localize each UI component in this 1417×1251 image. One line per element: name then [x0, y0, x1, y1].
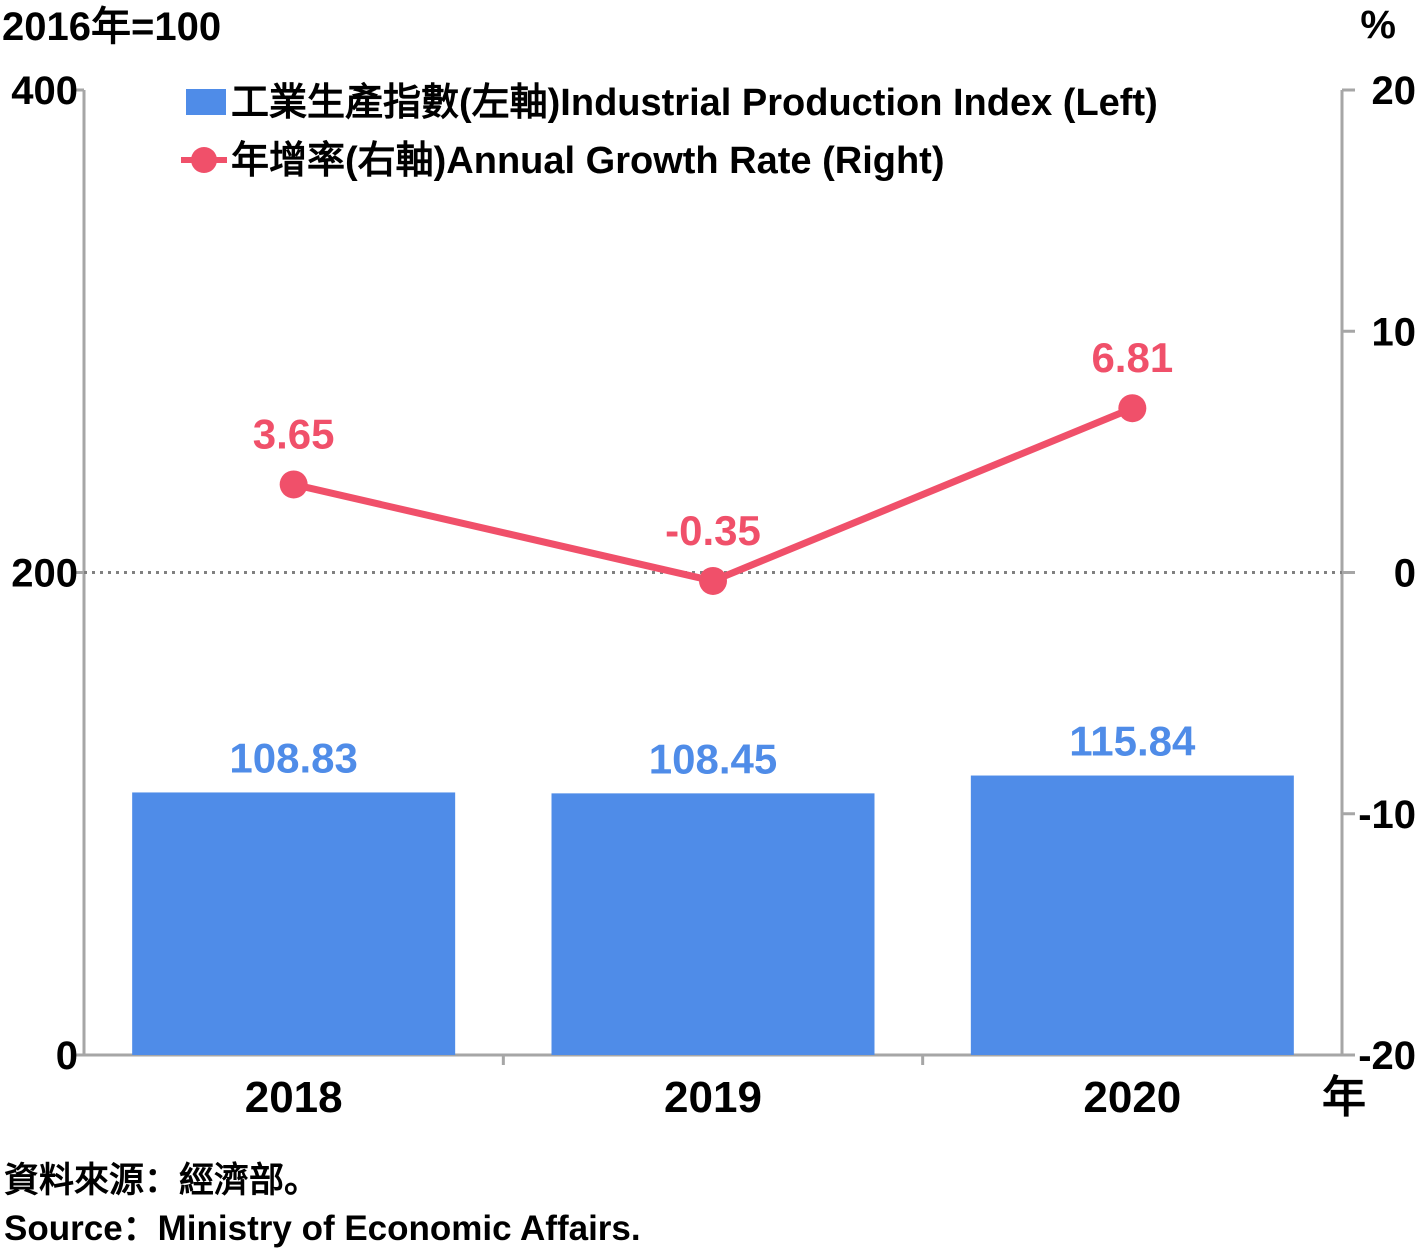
- left-tick-label-2: 400: [11, 69, 78, 113]
- category-label-2019: 2019: [664, 1073, 762, 1122]
- category-label-2020: 2020: [1083, 1073, 1181, 1122]
- right-tick-label-0: -20: [1358, 1034, 1416, 1078]
- growth-point-2019: [699, 566, 727, 595]
- legend-swatch-bar: [186, 89, 226, 115]
- legend-label-line: 年增率(右軸)Annual Growth Rate (Right): [231, 140, 944, 182]
- legend-swatch-marker: [191, 147, 217, 173]
- source-en: Source：Ministry of Economic Affairs.: [4, 1209, 641, 1248]
- growth-point-2020: [1118, 394, 1147, 423]
- chart: 2016年=100 % 年 0 200 400 -20 -10 0 10 20 2018 2019…: [2, 3, 1416, 1122]
- bar-value-label-2020: 115.84: [1069, 718, 1196, 765]
- growth-value-label-2019: -0.35: [665, 507, 761, 554]
- x-axis-unit: 年: [1322, 1073, 1366, 1122]
- data-labels: 108.83 108.45 115.84 3.65 -0.35 6.81: [229, 334, 1196, 782]
- legend-label-bar: 工業生產指數(左軸)Industrial Production Index (L…: [231, 81, 1158, 124]
- left-tick-label-1: 200: [11, 552, 78, 596]
- source-zh: 資料來源：經濟部。: [4, 1161, 320, 1200]
- right-tick-label-2: 0: [1394, 552, 1416, 596]
- right-tick-label-1: -10: [1358, 793, 1416, 837]
- bar-value-label-2019: 108.45: [649, 735, 777, 782]
- line-series: [279, 394, 1147, 595]
- growth-line: [292, 404, 1134, 585]
- legend: 工業生產指數(左軸)Industrial Production Index (L…: [181, 81, 1158, 182]
- right-tick-label-4: 20: [1372, 69, 1417, 113]
- bar-2019: [551, 793, 875, 1055]
- bar-series: [132, 775, 1294, 1055]
- bar-2018: [132, 792, 456, 1055]
- left-tick-label-0: 0: [56, 1034, 78, 1078]
- bar-2020: [970, 775, 1294, 1055]
- left-axis-unit: 2016年=100: [2, 5, 221, 49]
- growth-point-2018: [279, 470, 308, 499]
- category-label-2018: 2018: [245, 1073, 343, 1122]
- growth-value-label-2020: 6.81: [1091, 334, 1173, 381]
- tick-labels: 0 200 400 -20 -10 0 10 20 2018 2019 2020: [11, 69, 1416, 1122]
- right-axis-unit: %: [1360, 3, 1396, 47]
- bar-value-label-2018: 108.83: [229, 734, 357, 781]
- right-tick-label-3: 10: [1372, 310, 1417, 354]
- growth-value-label-2018: 3.65: [253, 410, 335, 457]
